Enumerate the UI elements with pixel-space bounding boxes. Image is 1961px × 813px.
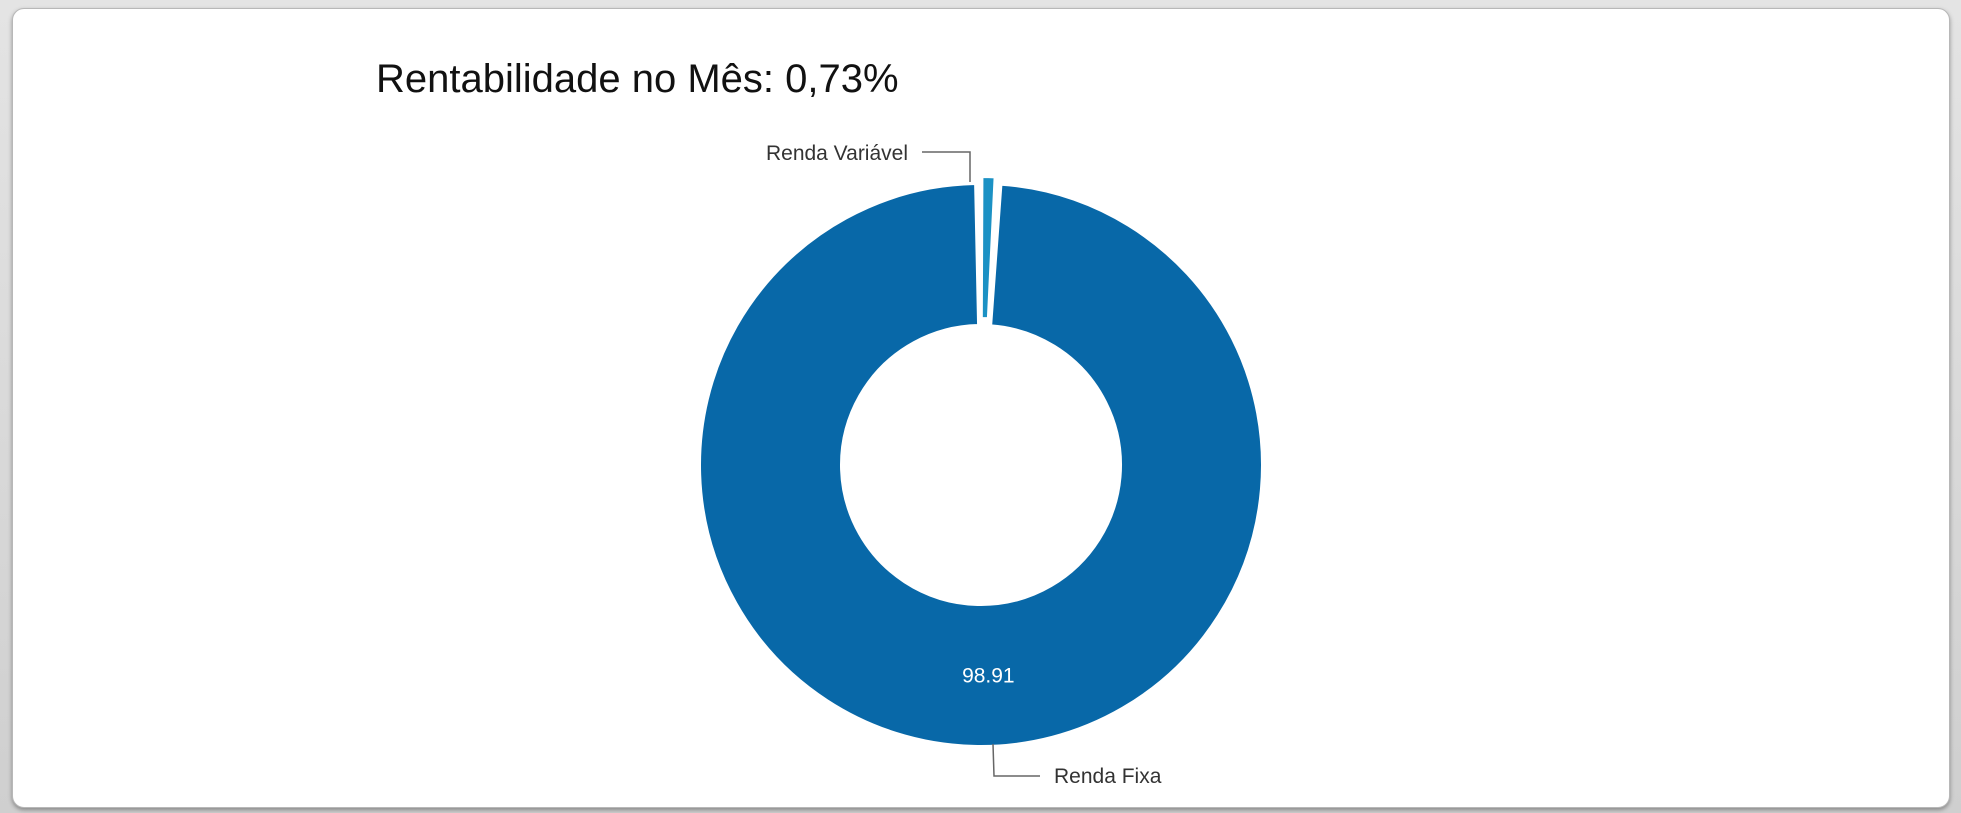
category-label-renda-variavel: Renda Variável bbox=[766, 142, 908, 165]
chart-title: Rentabilidade no Mês: 0,73% bbox=[376, 57, 899, 101]
slice-renda-variavel[interactable] bbox=[980, 176, 996, 320]
callout-line-renda-fixa bbox=[992, 743, 1040, 777]
data-label-renda-fixa: 98.91 bbox=[962, 664, 1015, 687]
category-label-renda-fixa: Renda Fixa bbox=[1054, 765, 1162, 788]
slice-renda-fixa[interactable] bbox=[699, 183, 1263, 747]
callout-line-renda-variavel bbox=[922, 151, 971, 182]
